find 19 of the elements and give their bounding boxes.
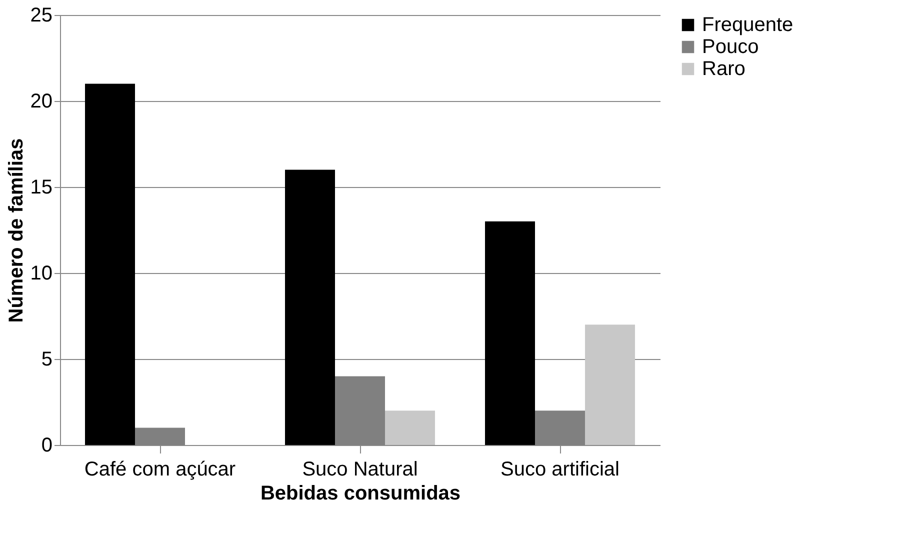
y-tick-label: 25 xyxy=(30,4,52,26)
y-tick-label: 20 xyxy=(30,90,52,112)
bar xyxy=(485,221,535,445)
y-tick-label: 15 xyxy=(30,176,52,198)
bar xyxy=(285,170,335,445)
y-tick-label: 5 xyxy=(41,348,52,370)
x-tick-label: Suco artificial xyxy=(500,458,620,480)
legend-label: Raro xyxy=(702,58,746,80)
legend-label: Frequente xyxy=(702,14,794,36)
bar xyxy=(585,324,635,445)
y-tick-label: 0 xyxy=(41,434,52,456)
x-axis-title: Bebidas consumidas xyxy=(260,482,461,504)
x-tick-label: Suco Natural xyxy=(302,458,418,480)
y-axis-title: Número de famílias xyxy=(5,138,28,323)
legend-label: Pouco xyxy=(702,36,759,58)
bar xyxy=(385,410,435,445)
y-tick-label: 10 xyxy=(30,262,52,284)
x-tick-label: Café com açúcar xyxy=(84,458,236,480)
bar xyxy=(85,84,135,445)
